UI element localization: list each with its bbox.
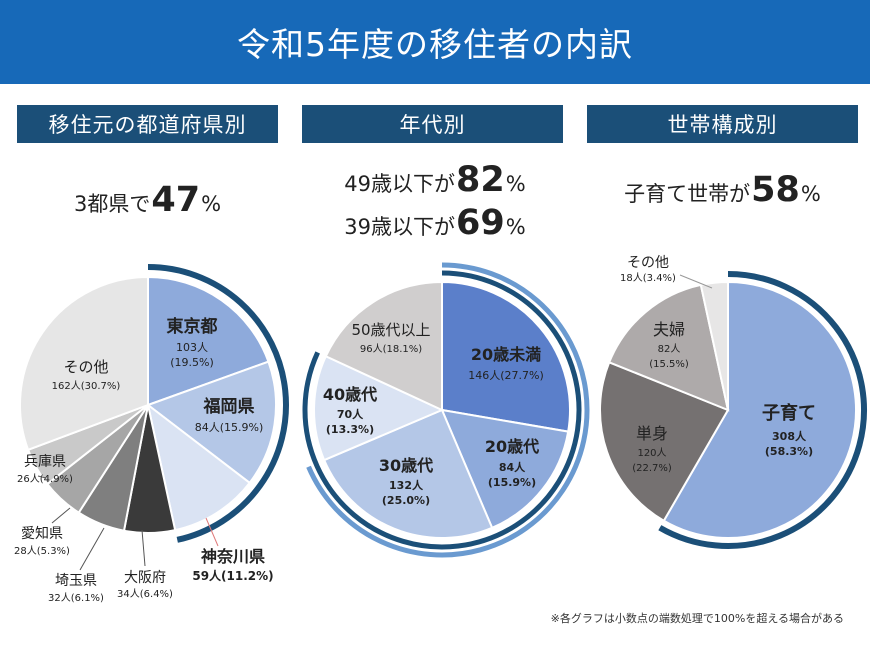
slice-pct-1-2: (25.0%) — [382, 494, 430, 507]
slice-label-1-4: 50歳代以上 — [351, 321, 430, 339]
slice-label-0-5: 愛知県 — [21, 525, 63, 542]
household-highlight-arc — [658, 271, 867, 549]
slice-count-2-2: 82人 — [658, 343, 681, 355]
slice-label-1-3: 40歳代 — [323, 385, 377, 404]
age-slice-1 — [440, 408, 570, 530]
origin-highlight-arc — [147, 264, 289, 543]
highlight-household: 子育て世帯が 58% — [624, 170, 821, 210]
slice-label-0-7: その他 — [63, 358, 108, 376]
slice-label-0-2: 神奈川県 — [201, 547, 265, 566]
slice-count-1-1: 84人 — [499, 460, 526, 474]
kanagawa-leader — [205, 517, 219, 547]
slice-label-1-2: 30歳代 — [379, 456, 433, 475]
saitama-leader — [79, 527, 105, 571]
highlight-origin: 3都県で 47% — [73, 180, 222, 220]
slice-pct-2-0: (58.3%) — [765, 445, 813, 458]
slice-label-0-3: 大阪府 — [124, 570, 166, 586]
slice-count-1-4: 96人(18.1%) — [360, 343, 422, 355]
origin-slice-1 — [145, 360, 277, 485]
highlight-age-39: 39歳以下が 69% — [344, 203, 526, 243]
age-arc-under-39 — [306, 262, 590, 558]
title-bar: 令和5年度の移住者の内訳 — [0, 0, 870, 84]
slice-count-1-3: 70人 — [337, 407, 364, 421]
page-title: 令和5年度の移住者の内訳 — [237, 25, 633, 64]
slice-count-0-7: 162人(30.7%) — [52, 380, 121, 392]
slice-label-0-6: 兵庫県 — [24, 453, 66, 470]
slice-pct-1-3: (13.3%) — [326, 423, 374, 436]
household-slice-3 — [699, 280, 729, 411]
slice-count-0-5: 28人(5.3%) — [14, 545, 70, 557]
section-header-household: 世帯構成別 — [587, 105, 858, 143]
section-header-origin: 移住元の都道府県別 — [17, 105, 278, 143]
slice-count-1-2: 132人 — [389, 478, 424, 492]
slice-label-1-1: 20歳代 — [485, 437, 539, 456]
slice-count-0-2: 59人(11.2%) — [192, 568, 273, 583]
slice-count-0-6: 26人(4.9%) — [17, 473, 73, 485]
slice-count-0-4: 32人(6.1%) — [48, 592, 104, 604]
age-slice-4 — [324, 280, 443, 412]
slice-pct-2-1: (22.7%) — [632, 463, 672, 474]
household-slice-0 — [662, 280, 857, 539]
origin-slice-2 — [146, 402, 252, 532]
origin-slice-0 — [147, 275, 270, 407]
slice-count-0-0: 103人 — [176, 341, 208, 354]
slice-label-2-1: 単身 — [636, 424, 668, 443]
age-arc-under-49 — [302, 270, 582, 550]
slice-pct-2-2: (15.5%) — [649, 359, 689, 370]
slice-count-2-1: 120人 — [637, 447, 666, 459]
slice-count-0-3: 34人(6.4%) — [117, 588, 173, 600]
slice-pct-0-0: (19.5%) — [170, 356, 214, 369]
slice-label-0-0: 東京都 — [167, 316, 218, 337]
slice-label-0-4: 埼玉県 — [55, 573, 97, 589]
osaka-leader — [141, 529, 146, 567]
hyogo-leader — [37, 475, 47, 479]
slice-label-2-0: 子育て — [762, 402, 816, 424]
origin-slice-7 — [19, 275, 149, 452]
slice-label-2-3: その他 — [627, 255, 669, 271]
slice-label-2-2: 夫婦 — [653, 320, 685, 339]
footnote: ※各グラフは小数点の端数処理で100%を超える場合がある — [550, 612, 844, 625]
highlight-age-49: 49歳以下が 82% — [344, 160, 526, 200]
household-slice-2 — [607, 283, 730, 412]
section-header-age: 年代別 — [302, 105, 563, 143]
age-slice-3 — [313, 354, 445, 462]
age-slice-2 — [322, 408, 494, 539]
aichi-leader — [51, 507, 71, 524]
household-other-leader — [679, 274, 713, 289]
household-slice-1 — [599, 360, 730, 523]
slice-count-1-0: 146人(27.7%) — [468, 369, 544, 382]
slice-count-2-0: 308人 — [772, 429, 807, 443]
slice-label-0-1: 福岡県 — [203, 396, 255, 417]
slice-count-0-1: 84人(15.9%) — [195, 421, 264, 434]
slice-pct-1-1: (15.9%) — [488, 476, 536, 489]
slice-label-1-0: 20歳未満 — [471, 345, 541, 364]
age-slice-0 — [441, 280, 571, 433]
slice-count-2-3: 18人(3.4%) — [620, 272, 676, 284]
